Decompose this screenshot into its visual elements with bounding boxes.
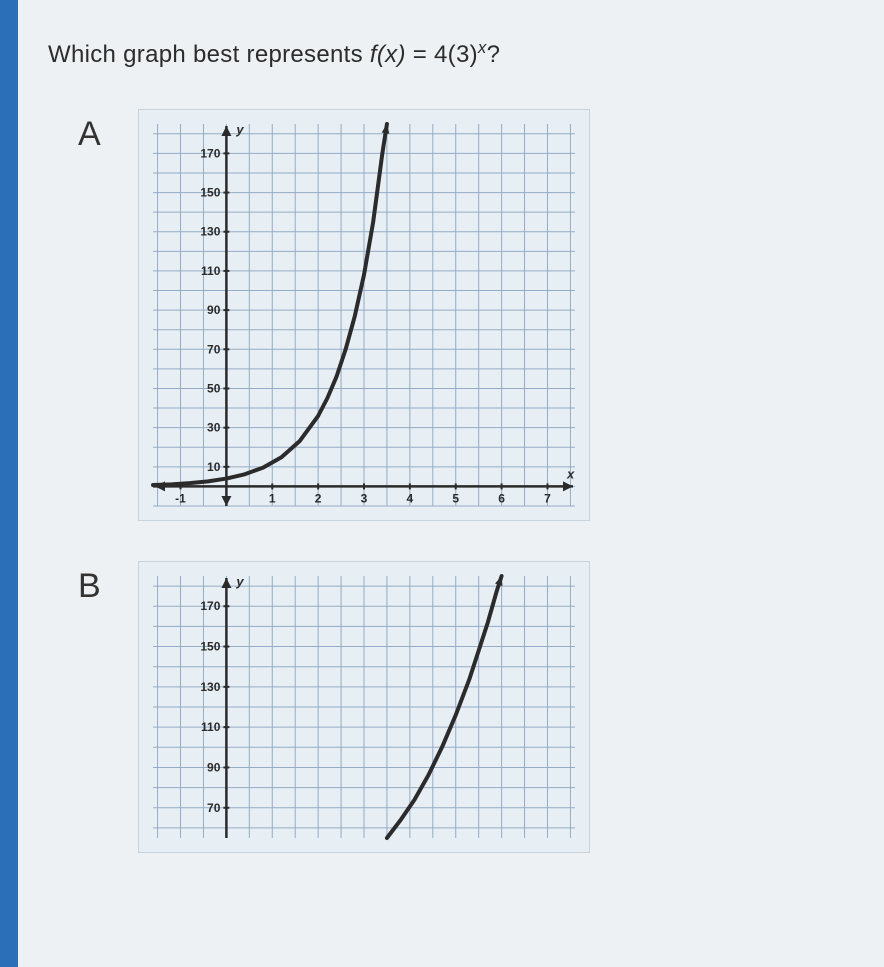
svg-text:150: 150 bbox=[200, 186, 220, 200]
svg-text:70: 70 bbox=[207, 342, 221, 356]
option-row-b: B 70 90 110 130 150 170 y bbox=[48, 561, 854, 853]
svg-text:6: 6 bbox=[498, 491, 505, 505]
option-label-b[interactable]: B bbox=[48, 561, 138, 606]
svg-text:90: 90 bbox=[207, 303, 221, 317]
svg-text:110: 110 bbox=[201, 264, 221, 278]
question-func-lhs: f(x) bbox=[370, 41, 406, 68]
chart-svg-b: 70 90 110 130 150 170 y bbox=[149, 572, 579, 842]
question-text: Which graph best represents f(x) = 4(3)x… bbox=[48, 38, 854, 69]
svg-text:x: x bbox=[566, 466, 575, 481]
svg-text:5: 5 bbox=[452, 491, 459, 505]
svg-text:130: 130 bbox=[200, 225, 220, 239]
svg-text:2: 2 bbox=[315, 491, 322, 505]
svg-text:7: 7 bbox=[544, 491, 551, 505]
svg-text:170: 170 bbox=[200, 146, 220, 160]
chart-panel-a: 10 30 50 70 90 110 130 150 170 -1 1 2 3 4 5 6 7 y x bbox=[138, 109, 590, 521]
svg-text:3: 3 bbox=[361, 491, 368, 505]
page-body: Which graph best represents f(x) = 4(3)x… bbox=[18, 0, 884, 967]
svg-text:4: 4 bbox=[407, 491, 414, 505]
svg-text:-1: -1 bbox=[175, 491, 186, 505]
svg-text:30: 30 bbox=[207, 421, 221, 435]
option-label-a[interactable]: A bbox=[48, 109, 138, 154]
svg-text:1: 1 bbox=[269, 491, 276, 505]
svg-text:y: y bbox=[235, 122, 244, 137]
svg-text:y: y bbox=[235, 574, 244, 589]
svg-text:90: 90 bbox=[207, 760, 221, 774]
question-exponent: x bbox=[478, 38, 487, 57]
question-base: 4(3) bbox=[434, 41, 478, 68]
svg-text:50: 50 bbox=[207, 381, 221, 395]
question-eq: = bbox=[413, 41, 434, 68]
svg-text:110: 110 bbox=[201, 720, 221, 734]
svg-text:10: 10 bbox=[207, 460, 221, 474]
page-left-strip bbox=[0, 0, 18, 967]
svg-text:70: 70 bbox=[207, 801, 221, 815]
chart-svg-a: 10 30 50 70 90 110 130 150 170 -1 1 2 3 4 5 6 7 y x bbox=[149, 120, 579, 510]
option-row-a: A 10 30 50 70 90 110 130 150 170 -1 1 2 3 4 5 6 7 y x bbox=[48, 109, 854, 521]
svg-text:150: 150 bbox=[200, 640, 220, 654]
question-suffix: ? bbox=[487, 41, 501, 68]
chart-panel-b: 70 90 110 130 150 170 y bbox=[138, 561, 590, 853]
svg-text:130: 130 bbox=[200, 680, 220, 694]
question-prefix: Which graph best represents bbox=[48, 41, 370, 68]
svg-text:170: 170 bbox=[200, 599, 220, 613]
